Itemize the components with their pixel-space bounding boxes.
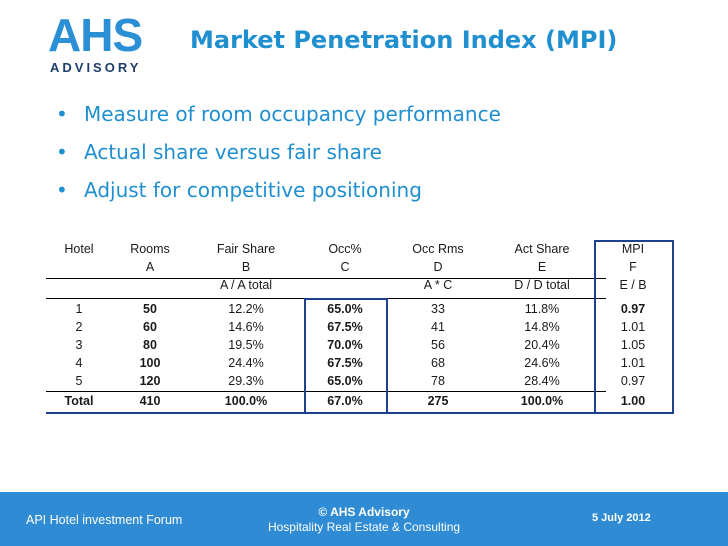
table-row: 3 80 19.5% 70.0% 56 20.4% 1.05 [75,338,646,352]
letter-c: C [340,260,350,274]
footer-date: 5 July 2012 [592,512,651,524]
table-formula-row: A / A total A * C D / D total E / B [46,276,674,294]
footer-copyright: © AHS Advisory [318,505,410,519]
mpi-column-box [594,240,674,414]
header-mpi: MPI [621,242,645,256]
header-fair-share: Fair Share [216,242,276,256]
formula-b: A / A total [219,278,273,292]
table-total-row: Total 410 100.0% 67.0% 275 100.0% 1.00 [64,394,646,408]
header-rule-1 [46,278,606,279]
bullet-item: • Actual share versus fair share [56,140,382,164]
total-rule [46,391,606,392]
footer-event: API Hotel investment Forum [26,513,183,527]
header-rooms: Rooms [130,242,170,256]
header-occ-rms: Occ Rms [412,242,464,256]
bullet-item: • Measure of room occupancy performance [56,102,501,126]
letter-a: A [145,260,155,274]
letter-f: F [629,260,637,274]
table-row: 1 50 12.2% 65.0% 33 11.8% 0.97 [75,302,646,316]
footer-tagline: Hospitality Real Estate & Consulting [267,520,461,534]
logo-subtitle: ADVISORY [50,60,142,75]
logo-mark: AHS [48,9,143,61]
table-row: 4 100 24.4% 67.5% 68 24.6% 1.01 [75,356,646,370]
table-row: 2 60 14.6% 67.5% 41 14.8% 1.01 [75,320,646,334]
footer-bar: API Hotel investment Forum © AHS Advisor… [0,492,728,546]
header-act-share: Act Share [514,242,570,256]
letter-b: B [241,260,251,274]
bullet-item: • Adjust for competitive positioning [56,178,422,202]
letter-e: E [537,260,547,274]
formula-d: A * C [423,278,453,292]
table-row: 5 120 29.3% 65.0% 78 28.4% 0.97 [75,374,646,388]
bullet-list: • Measure of room occupancy performance •… [56,100,501,214]
formula-f: E / B [619,278,647,292]
header-hotel: Hotel [64,242,94,256]
table-letter-row: A B C D E F [46,258,674,276]
slide-title: Market Penetration Index (MPI) [190,26,618,54]
letter-d: D [433,260,443,274]
table-body: 1 50 12.2% 65.0% 33 11.8% 0.97 2 60 14.6… [46,300,674,410]
mpi-table: Hotel Rooms Fair Share Occ% Occ Rms Act … [46,240,674,414]
formula-e: D / D total [514,278,570,292]
table-header-row: Hotel Rooms Fair Share Occ% Occ Rms Act … [46,240,674,258]
ahs-advisory-logo: AHS ADVISORY [46,9,156,76]
header-occ: Occ% [328,242,362,256]
occ-column-box [304,298,388,414]
